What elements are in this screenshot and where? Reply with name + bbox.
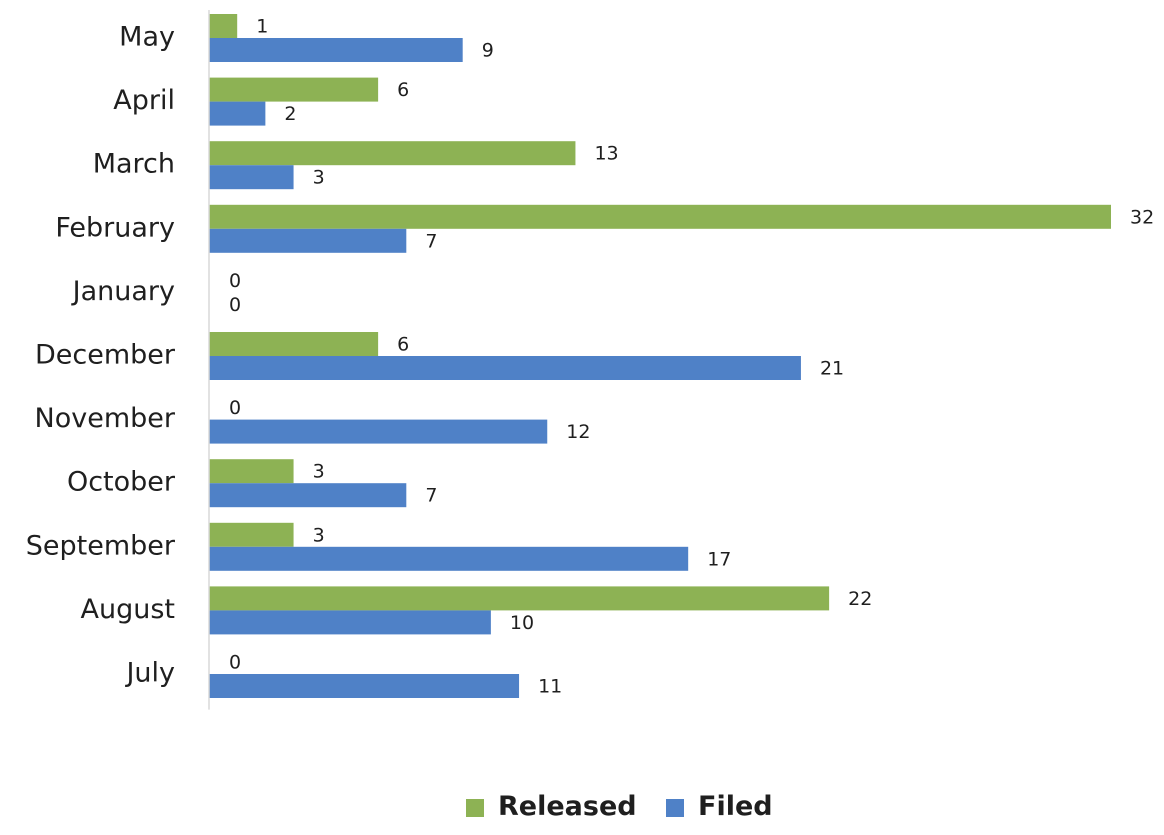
value-label-released-april: 6 — [397, 79, 409, 101]
value-label-filed-september: 17 — [707, 548, 731, 570]
category-label-october: October — [67, 467, 176, 498]
bar-filed-july — [209, 674, 520, 698]
value-label-filed-december: 21 — [820, 358, 844, 380]
bar-filed-april — [209, 101, 266, 126]
category-label-may: May — [119, 22, 175, 53]
value-label-filed-february: 7 — [425, 230, 437, 252]
value-label-released-may: 1 — [256, 16, 268, 38]
value-label-released-august: 22 — [848, 588, 872, 610]
bar-released-march — [209, 141, 576, 166]
value-label-released-january: 0 — [229, 270, 241, 292]
category-label-july: July — [124, 658, 175, 689]
value-label-released-december: 6 — [397, 334, 409, 356]
bar-released-august — [209, 586, 830, 611]
value-label-filed-january: 0 — [229, 294, 241, 316]
legend-swatch-released — [466, 799, 484, 817]
category-label-april: April — [113, 85, 175, 116]
legend-label-filed: Filed — [698, 791, 773, 822]
value-label-filed-april: 2 — [284, 103, 296, 125]
value-label-released-november: 0 — [229, 397, 241, 419]
category-label-january: January — [71, 276, 175, 307]
value-label-released-september: 3 — [313, 524, 325, 546]
value-label-released-july: 0 — [229, 652, 241, 674]
legend-swatch-filed — [666, 799, 684, 817]
category-label-august: August — [81, 594, 176, 625]
value-label-filed-july: 11 — [538, 676, 562, 698]
value-label-filed-may: 9 — [482, 40, 494, 62]
category-label-november: November — [35, 403, 176, 434]
bar-filed-november — [209, 419, 548, 444]
value-label-filed-november: 12 — [566, 421, 590, 443]
legend: Released Filed — [466, 791, 773, 822]
category-label-february: February — [55, 212, 175, 243]
value-label-filed-october: 7 — [425, 485, 437, 507]
bar-released-december — [209, 332, 379, 356]
bar-released-april — [209, 77, 379, 102]
category-labels-layer: May April March February January December Nove… — [26, 22, 176, 689]
bar-filed-september — [209, 546, 689, 571]
bar-filed-may — [209, 38, 463, 62]
bar-released-october — [209, 459, 294, 484]
bar-filed-october — [209, 483, 407, 508]
bar-filed-march — [209, 165, 294, 190]
value-label-released-march: 13 — [594, 143, 618, 165]
category-label-december: December — [35, 340, 176, 371]
legend-label-released: Released — [498, 791, 637, 822]
bar-filed-august — [209, 610, 491, 635]
bar-released-february — [209, 204, 1111, 229]
value-label-filed-march: 3 — [313, 167, 325, 189]
bar-released-may — [209, 14, 238, 38]
value-label-filed-august: 10 — [510, 612, 534, 634]
bar-filed-february — [209, 228, 407, 253]
category-label-march: March — [93, 149, 175, 180]
value-label-released-october: 3 — [313, 461, 325, 483]
category-label-september: September — [26, 530, 176, 561]
bars-layer — [209, 14, 1111, 698]
value-label-released-february: 32 — [1130, 206, 1154, 228]
bar-filed-december — [209, 356, 801, 380]
bar-released-september — [209, 522, 294, 547]
